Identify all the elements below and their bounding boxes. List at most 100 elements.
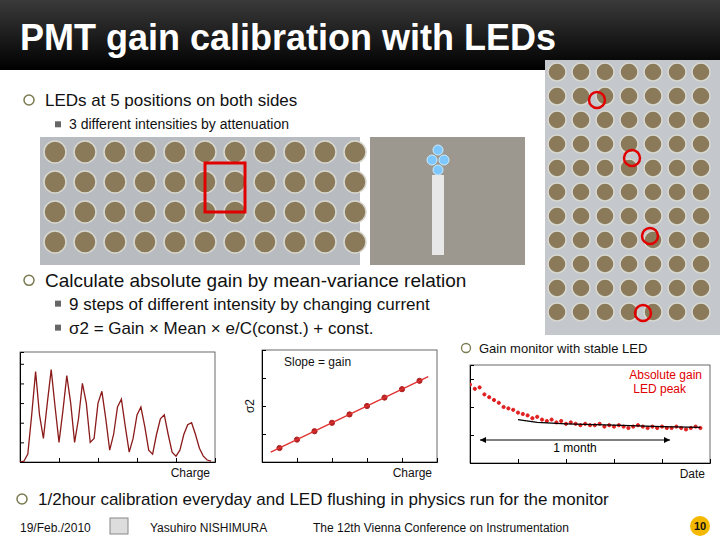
x-label: Date bbox=[680, 467, 706, 481]
pmt bbox=[692, 207, 710, 225]
y-tick bbox=[20, 383, 24, 384]
point bbox=[502, 405, 505, 408]
pmt bbox=[668, 63, 686, 81]
pmt bbox=[596, 183, 614, 201]
pmt bbox=[572, 87, 590, 105]
y-tick bbox=[20, 364, 24, 365]
labels: Charge bbox=[171, 466, 211, 480]
chart: Charge bbox=[20, 352, 216, 480]
x-tick bbox=[176, 458, 177, 462]
chart: DateAbsolute gainLED peak1 month bbox=[468, 365, 710, 481]
pmt bbox=[620, 255, 638, 273]
pmt bbox=[344, 201, 366, 223]
pmt bbox=[74, 141, 96, 163]
annotation: Slope = gain bbox=[284, 355, 351, 369]
bullet-marker bbox=[17, 494, 27, 504]
pmt bbox=[74, 201, 96, 223]
pmt bbox=[644, 255, 662, 273]
bullet-marker bbox=[24, 95, 34, 105]
tick-mark bbox=[20, 364, 24, 365]
plot-frame bbox=[262, 350, 437, 462]
bullet: Calculate absolute gain by mean-variance… bbox=[45, 270, 466, 291]
pmt bbox=[692, 255, 710, 273]
point bbox=[492, 398, 495, 401]
pmt bbox=[548, 207, 566, 225]
pmt bbox=[284, 141, 306, 163]
line bbox=[271, 377, 429, 453]
bullet-marker bbox=[462, 344, 471, 353]
footer-date: 19/Feb./2010 bbox=[20, 521, 91, 535]
pmt bbox=[548, 135, 566, 153]
arrow bbox=[480, 440, 670, 441]
x-tick bbox=[518, 459, 519, 463]
y-tick bbox=[20, 462, 24, 463]
pmt bbox=[596, 231, 614, 249]
pmt bbox=[44, 201, 66, 223]
pmt bbox=[572, 135, 590, 153]
pmt bbox=[254, 231, 276, 253]
pmt bbox=[620, 111, 638, 129]
tick-mark bbox=[367, 458, 368, 462]
pmt bbox=[692, 135, 710, 153]
pmt bbox=[692, 279, 710, 297]
photos bbox=[40, 60, 720, 335]
tick-mark bbox=[262, 434, 266, 435]
pmt bbox=[620, 87, 638, 105]
pmt bbox=[668, 87, 686, 105]
led-holder bbox=[432, 175, 444, 255]
plot-frame bbox=[470, 365, 710, 463]
pmt bbox=[104, 231, 126, 253]
x-tick bbox=[710, 459, 711, 463]
led bbox=[427, 155, 437, 165]
pmt bbox=[224, 231, 246, 253]
pmt bbox=[164, 171, 186, 193]
pmt bbox=[644, 111, 662, 129]
y-tick bbox=[20, 423, 24, 424]
pmt bbox=[548, 255, 566, 273]
tick-mark bbox=[262, 406, 266, 407]
footer-conference: The 12th Vienna Conference on Instrument… bbox=[313, 521, 569, 535]
sub-marker bbox=[55, 325, 61, 331]
pmt bbox=[596, 279, 614, 297]
pmt bbox=[596, 135, 614, 153]
pmt bbox=[644, 231, 662, 249]
pmt bbox=[344, 231, 366, 253]
led-position bbox=[642, 228, 658, 244]
tick-mark bbox=[470, 463, 474, 464]
pmt bbox=[194, 141, 216, 163]
y-axis bbox=[262, 351, 266, 463]
tick-mark bbox=[98, 458, 99, 462]
tick-mark bbox=[332, 458, 333, 462]
pmt bbox=[314, 231, 336, 253]
pmt bbox=[572, 111, 590, 129]
x-label: Charge bbox=[393, 466, 433, 480]
tick-mark bbox=[20, 442, 24, 443]
highlight-box bbox=[205, 163, 245, 212]
tick-mark bbox=[262, 378, 266, 379]
point bbox=[497, 401, 500, 404]
point bbox=[646, 426, 649, 429]
caption: Gain monitor with stable LED bbox=[479, 341, 647, 356]
pmt bbox=[134, 141, 156, 163]
tick-mark bbox=[614, 459, 615, 463]
tick-mark bbox=[470, 435, 474, 436]
point bbox=[540, 418, 543, 421]
photo bbox=[545, 60, 720, 335]
pmt bbox=[548, 231, 566, 249]
pmt bbox=[134, 231, 156, 253]
x-tick bbox=[662, 459, 663, 463]
tick-mark bbox=[470, 407, 474, 408]
y-tick bbox=[470, 435, 474, 436]
pmt bbox=[644, 207, 662, 225]
line bbox=[20, 370, 211, 462]
x-tick bbox=[59, 458, 60, 462]
tick-mark bbox=[20, 403, 24, 404]
led-position bbox=[589, 92, 605, 108]
point bbox=[526, 414, 529, 417]
pmt bbox=[668, 159, 686, 177]
pmt bbox=[164, 231, 186, 253]
tick-mark bbox=[20, 462, 24, 463]
axis-line bbox=[263, 458, 438, 463]
tick-mark bbox=[566, 459, 567, 463]
tick-mark bbox=[518, 459, 519, 463]
